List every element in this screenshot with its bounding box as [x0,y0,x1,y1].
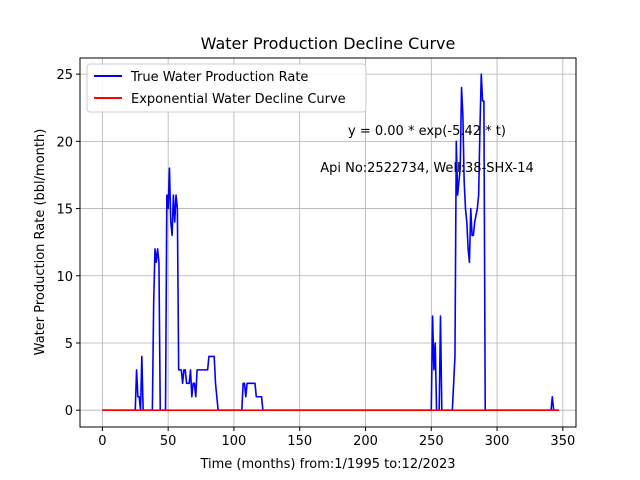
y-axis-ticks: 0 5 10 15 20 25 [56,68,80,419]
x-tick-label-200: 200 [353,434,378,449]
x-tick-label-250: 250 [419,434,444,449]
y-axis-label: Water Production Rate (bbl/month) [33,129,48,356]
x-tick-label-300: 300 [485,434,510,449]
plot-frame [79,57,577,428]
y-tick-label-10: 10 [56,270,73,285]
y-tick-label-0: 0 [65,404,73,419]
x-tick-label-50: 50 [160,434,177,449]
legend-label-true-rate: True Water Production Rate [130,70,308,85]
x-axis-label: Time (months) from:1/1995 to:12/2023 [199,457,455,472]
y-tick-label-20: 20 [56,135,73,150]
chart-title: Water Production Decline Curve [201,34,456,53]
x-axis-ticks: 0 50 100 150 200 250 300 350 [98,427,575,449]
x-tick-label-150: 150 [287,434,312,449]
x-tick-label-100: 100 [222,434,247,449]
y-tick-label-25: 25 [56,68,73,83]
well-annotation: Api No:2522734, Well:38-SHX-14 [320,161,534,176]
x-tick-label-0: 0 [98,434,106,449]
y-tick-label-5: 5 [65,337,73,352]
legend-label-exponential-curve: Exponential Water Decline Curve [131,92,346,107]
x-tick-label-350: 350 [550,434,575,449]
y-tick-label-15: 15 [56,203,73,218]
equation-annotation: y = 0.00 * exp(-5.42 * t) [348,124,506,139]
legend: True Water Production Rate Exponential W… [86,63,367,113]
legend-box [86,63,367,113]
plot-lines [102,73,559,412]
